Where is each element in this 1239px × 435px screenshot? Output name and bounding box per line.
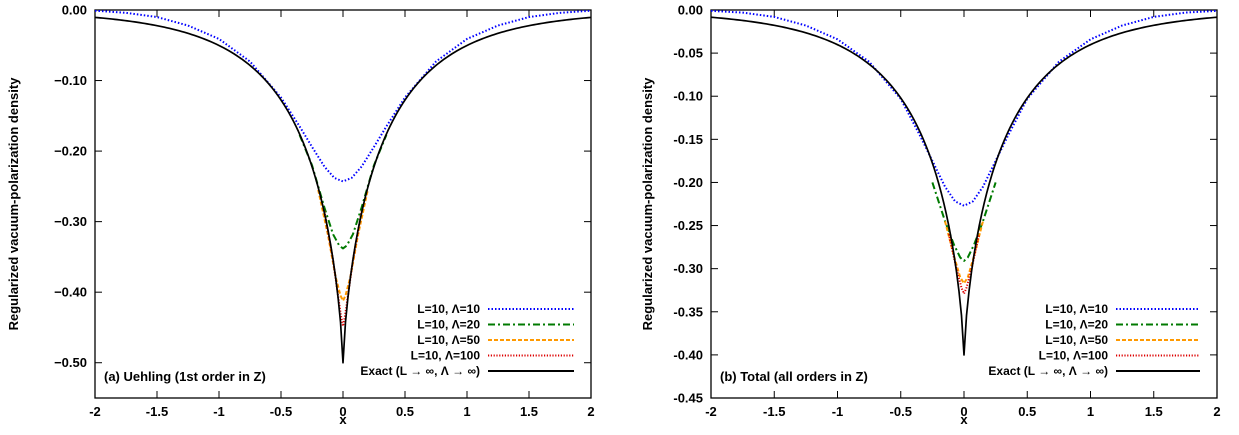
x-tick-label: -2 [89, 404, 101, 419]
series-line-0 [95, 10, 591, 183]
y-tick-label: −0.10 [54, 73, 87, 88]
y-tick-label: -0.25 [673, 218, 703, 233]
x-tick-label: -2 [705, 404, 717, 419]
chart-panel-b: -2 -1.5 -1 -0.5 0 0.5 1 1.5 2 0.00 -0.05 -0.10 -0.15… [640, 3, 1221, 428]
x-tick-label: 1.5 [1145, 404, 1163, 419]
x-tick-label: 2 [1213, 404, 1220, 419]
chart-panel-a: -2 -1.5 -1 -0.5 0 0.5 1 1.5 2 0.00 −0.10 −0.20 −0.30… [6, 3, 595, 428]
series-line-2 [317, 189, 369, 302]
y-tick-label: -0.20 [673, 175, 703, 190]
x-tick-label: 0 [339, 404, 346, 419]
plot-area [711, 10, 1217, 356]
legend-label: L=10, Λ=100 [1039, 349, 1109, 363]
legend-label: Exact (L → ∞, Λ → ∞) [360, 364, 480, 378]
x-tick-label: 1 [463, 404, 470, 419]
x-tick-label: -1 [832, 404, 844, 419]
y-tick-label: -0.05 [673, 46, 703, 61]
x-tick-label: -0.5 [890, 404, 912, 419]
legend-label: L=10, Λ=20 [417, 318, 480, 332]
y-tick-label: -0.30 [673, 261, 703, 276]
y-axis-label: Regularized vacuum-polarization density [6, 77, 21, 331]
legend-label: L=10, Λ=20 [1045, 318, 1108, 332]
series-line-1 [298, 134, 388, 250]
plot-area [95, 10, 591, 364]
x-tick-label: 1.5 [520, 404, 538, 419]
x-tick-label: 0.5 [396, 404, 414, 419]
y-tick-label: -0.45 [673, 391, 703, 406]
legend-label: L=10, Λ=50 [1045, 333, 1108, 347]
legend-label: L=10, Λ=10 [417, 302, 480, 316]
legend-label: L=10, Λ=50 [417, 333, 480, 347]
legend-label: L=10, Λ=100 [411, 349, 481, 363]
x-axis-label: x [339, 412, 347, 427]
series-line-4 [711, 16, 1217, 356]
y-tick-label: −0.50 [54, 355, 87, 370]
legend: L=10, Λ=10 L=10, Λ=20L=10, Λ=50 L=10, Λ=10… [988, 302, 1200, 378]
x-tick-label: 0.5 [1018, 404, 1036, 419]
y-tick-label: -0.10 [673, 89, 703, 104]
y-tick-label: 0.00 [62, 3, 87, 18]
x-tick-label: -1 [213, 404, 225, 419]
legend: L=10, Λ=10 L=10, Λ=20L=10, Λ=50 L=10, Λ=10… [360, 302, 574, 378]
y-tick-label: -0.35 [673, 304, 703, 319]
x-tick-label: 2 [587, 404, 594, 419]
x-tick-label: -1.5 [763, 404, 785, 419]
legend-label: L=10, Λ=10 [1045, 302, 1108, 316]
panel-annotation: (a) Uehling (1st order in Z) [104, 369, 266, 384]
series-line-2 [944, 220, 984, 285]
plot-frame [94, 9, 592, 399]
x-tick-label: 1 [1087, 404, 1094, 419]
series-line-3 [323, 210, 363, 328]
series-line-4 [95, 16, 591, 364]
x-axis-label: x [960, 412, 968, 427]
y-axis-label: Regularized vacuum-polarization density [640, 77, 655, 331]
y-tick-label: -0.15 [673, 132, 703, 147]
x-tick-label: -1.5 [146, 404, 168, 419]
legend-label: Exact (L → ∞, Λ → ∞) [988, 364, 1108, 378]
series-line-0 [711, 10, 1217, 207]
y-tick-label: 0.00 [678, 3, 703, 18]
y-tick-label: −0.40 [54, 285, 87, 300]
y-tick-label: −0.30 [54, 214, 87, 229]
x-tick-label: -0.5 [270, 404, 292, 419]
y-tick-label: -0.40 [673, 347, 703, 362]
x-tick-label: 0 [960, 404, 967, 419]
panel-annotation: (b) Total (all orders in Z) [720, 369, 868, 384]
y-tick-label: −0.20 [54, 144, 87, 159]
